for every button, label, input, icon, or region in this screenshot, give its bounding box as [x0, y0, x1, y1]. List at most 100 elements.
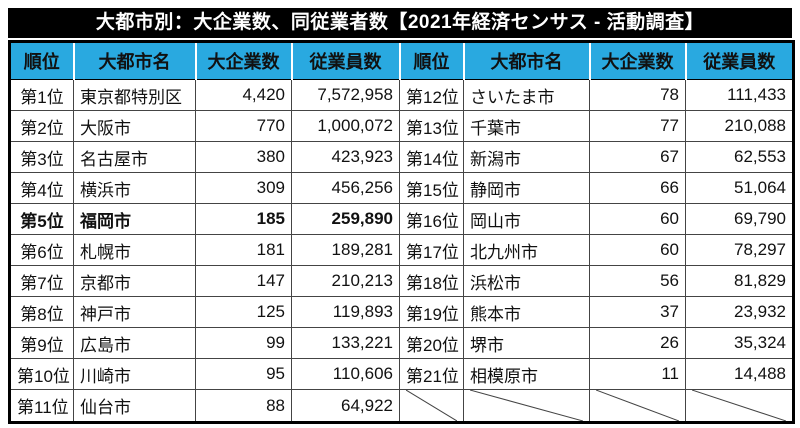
- column-header-rank-right: 順位: [398, 40, 465, 80]
- companies-cell: 125: [195, 296, 292, 328]
- table-row: 第1位 東京都特別区 4,420 7,572,958 第12位 さいたま市 78 111,43…: [9, 79, 794, 111]
- rank-cell: 第17位: [399, 234, 464, 266]
- city-cell: さいたま市: [463, 79, 590, 111]
- rank-cell: 第18位: [399, 265, 464, 297]
- column-header-employees-left: 従業員数: [290, 40, 401, 80]
- companies-cell: 4,420: [195, 79, 292, 111]
- rank-cell: 第14位: [399, 141, 464, 173]
- employees-cell: 62,553: [685, 141, 794, 173]
- city-cell: 京都市: [73, 265, 196, 297]
- employees-cell: 69,790: [685, 203, 794, 235]
- rank-cell: 第21位: [399, 358, 464, 390]
- employees-cell: 210,088: [685, 110, 794, 142]
- table-row: 第10位 川崎市 95 110,606 第21位 相模原市 11 14,488: [9, 358, 794, 390]
- rank-cell: 第4位: [9, 172, 74, 204]
- employees-cell: 423,923: [291, 141, 400, 173]
- column-header-city-right: 大都市名: [462, 40, 591, 80]
- employees-cell: 119,893: [291, 296, 400, 328]
- diagonal-slash: [470, 390, 583, 421]
- companies-cell: 309: [195, 172, 292, 204]
- employees-cell: 1,000,072: [291, 110, 400, 142]
- city-cell: 浜松市: [463, 265, 590, 297]
- companies-cell: 147: [195, 265, 292, 297]
- city-statistics-table: 順位 大都市名 大企業数 従業員数 順位 大都市名 大企業数 従業員数 第1位東…: [8, 40, 795, 424]
- employees-cell: 210,213: [291, 265, 400, 297]
- column-header-employees-right: 従業員数: [684, 40, 795, 80]
- diagonal-slash: [406, 390, 457, 421]
- companies-cell: 11: [589, 358, 686, 390]
- column-header-companies-right: 大企業数: [588, 40, 687, 80]
- empty-cell: [685, 389, 794, 423]
- companies-cell: 77: [589, 110, 686, 142]
- rank-cell: 第9位: [9, 327, 74, 359]
- table-row: 第7位 京都市 147 210,213 第18位 浜松市 56 81,829: [9, 265, 794, 297]
- table-row: 第3位 名古屋市 380 423,923 第14位 新潟市 67 62,553: [9, 141, 794, 173]
- table-body: 第1位 東京都特別区 4,420 7,572,958 第12位 さいたま市 78 111,43…: [9, 79, 794, 423]
- empty-cell: [399, 389, 464, 423]
- table-row: 第9位 広島市 99 133,221 第20位 堺市 26 35,324: [9, 327, 794, 359]
- table-row: 第11位 仙台市 88 64,922: [9, 389, 794, 423]
- rank-cell: 第10位: [9, 358, 74, 390]
- companies-cell: 181: [195, 234, 292, 266]
- column-header-city-left: 大都市名: [72, 40, 197, 80]
- companies-cell: 99: [195, 327, 292, 359]
- city-cell: 堺市: [463, 327, 590, 359]
- city-cell: 千葉市: [463, 110, 590, 142]
- rank-cell: 第5位: [9, 203, 74, 235]
- companies-cell: 185: [195, 203, 292, 235]
- employees-cell: 35,324: [685, 327, 794, 359]
- companies-cell: 770: [195, 110, 292, 142]
- employees-cell: 189,281: [291, 234, 400, 266]
- employees-cell: 110,606: [291, 358, 400, 390]
- city-cell: 神戸市: [73, 296, 196, 328]
- table-row: 第8位 神戸市 125 119,893 第19位 熊本市 37 23,932: [9, 296, 794, 328]
- employees-cell: 64,922: [291, 389, 400, 423]
- rank-cell: 第15位: [399, 172, 464, 204]
- rank-cell: 第16位: [399, 203, 464, 235]
- rank-cell: 第2位: [9, 110, 74, 142]
- city-cell: 名古屋市: [73, 141, 196, 173]
- employees-cell: 133,221: [291, 327, 400, 359]
- employees-cell: 259,890: [291, 203, 400, 235]
- city-cell: 福岡市: [73, 203, 196, 235]
- rank-cell: 第13位: [399, 110, 464, 142]
- employees-cell: 111,433: [685, 79, 794, 111]
- city-cell: 札幌市: [73, 234, 196, 266]
- table-row: 第2位 大阪市 770 1,000,072 第13位 千葉市 77 210,088: [9, 110, 794, 142]
- employees-cell: 23,932: [685, 296, 794, 328]
- city-cell: 岡山市: [463, 203, 590, 235]
- companies-cell: 95: [195, 358, 292, 390]
- table-row: 第6位 札幌市 181 189,281 第17位 北九州市 60 78,297: [9, 234, 794, 266]
- employees-cell: 81,829: [685, 265, 794, 297]
- city-cell: 北九州市: [463, 234, 590, 266]
- employees-cell: 78,297: [685, 234, 794, 266]
- companies-cell: 380: [195, 141, 292, 173]
- companies-cell: 37: [589, 296, 686, 328]
- city-cell: 相模原市: [463, 358, 590, 390]
- city-cell: 川崎市: [73, 358, 196, 390]
- column-header-rank-left: 順位: [8, 40, 75, 80]
- diagonal-slash: [692, 390, 786, 421]
- rank-cell: 第11位: [9, 389, 74, 423]
- rank-cell: 第6位: [9, 234, 74, 266]
- empty-cell: [463, 389, 590, 423]
- page-title: 大都市別：大企業数、同従業者数【2021年経済センサス - 活動調査】: [8, 8, 792, 38]
- companies-cell: 66: [589, 172, 686, 204]
- rank-cell: 第19位: [399, 296, 464, 328]
- rank-cell: 第12位: [399, 79, 464, 111]
- city-cell: 静岡市: [463, 172, 590, 204]
- companies-cell: 56: [589, 265, 686, 297]
- city-cell: 東京都特別区: [73, 79, 196, 111]
- diagonal-slash: [596, 390, 679, 421]
- rank-cell: 第3位: [9, 141, 74, 173]
- companies-cell: 88: [195, 389, 292, 423]
- empty-cell: [589, 389, 686, 423]
- rank-cell: 第20位: [399, 327, 464, 359]
- table-row: 第4位 横浜市 309 456,256 第15位 静岡市 66 51,064: [9, 172, 794, 204]
- employees-cell: 456,256: [291, 172, 400, 204]
- city-cell: 熊本市: [463, 296, 590, 328]
- header-row: 順位 大都市名 大企業数 従業員数 順位 大都市名 大企業数 従業員数: [8, 40, 795, 80]
- companies-cell: 67: [589, 141, 686, 173]
- city-cell: 大阪市: [73, 110, 196, 142]
